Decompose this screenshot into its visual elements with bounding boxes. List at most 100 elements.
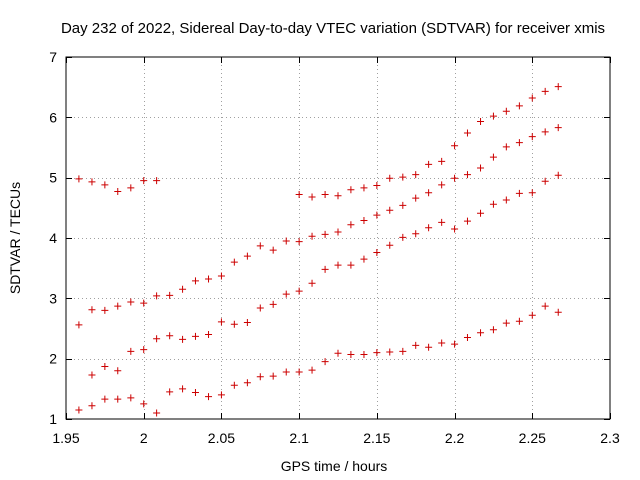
data-point: [140, 177, 148, 185]
data-point: [269, 372, 277, 380]
data-point: [217, 391, 225, 399]
y-tick-label: 2: [49, 351, 57, 367]
data-point: [334, 228, 342, 236]
data-point: [515, 139, 523, 147]
data-point: [477, 209, 485, 217]
data-point: [477, 118, 485, 126]
series-2: [75, 124, 562, 329]
data-point: [127, 298, 135, 306]
data-point: [451, 142, 459, 150]
data-point: [541, 302, 549, 310]
data-point: [217, 318, 225, 326]
data-point: [373, 248, 381, 256]
data-point: [347, 221, 355, 229]
data-point: [321, 230, 329, 238]
data-point: [373, 349, 381, 357]
data-point: [166, 388, 174, 396]
data-point: [334, 349, 342, 357]
data-point: [153, 409, 161, 417]
x-tick-label: 1.95: [52, 430, 79, 446]
data-point: [489, 153, 497, 161]
data-point: [425, 224, 433, 232]
tick-layer: 1.95 2 2.05 2.1 2.15 2.2 2.25 2.3 1 2 3 4 5 6 7: [49, 49, 620, 446]
x-tick-label: 2.1: [289, 430, 309, 446]
data-point: [179, 385, 187, 393]
data-point: [541, 87, 549, 95]
data-point: [438, 339, 446, 347]
data-point: [140, 400, 148, 408]
data-point: [373, 211, 381, 219]
data-point: [347, 350, 355, 358]
data-point: [127, 347, 135, 355]
data-point: [489, 200, 497, 208]
data-point: [191, 332, 199, 340]
data-point: [425, 160, 433, 168]
data-point: [269, 300, 277, 308]
data-point: [282, 290, 290, 298]
data-point: [282, 368, 290, 376]
data-point: [75, 406, 83, 414]
x-tick-label: 2.15: [363, 430, 390, 446]
data-point: [256, 242, 264, 250]
data-point: [114, 395, 122, 403]
data-point: [528, 189, 536, 197]
data-point: [463, 334, 471, 342]
data-point: [153, 177, 161, 185]
data-point: [463, 171, 471, 179]
data-point: [127, 184, 135, 192]
data-point: [515, 317, 523, 325]
data-point: [463, 129, 471, 137]
data-point: [127, 394, 135, 402]
data-point: [528, 311, 536, 319]
data-point: [412, 341, 420, 349]
data-point: [360, 350, 368, 358]
x-tick-label: 2.2: [445, 430, 465, 446]
data-point: [101, 181, 109, 189]
x-axis-label: GPS time / hours: [281, 458, 388, 474]
data-point: [114, 367, 122, 375]
data-point: [399, 173, 407, 181]
data-point: [114, 188, 122, 196]
data-point: [205, 393, 213, 401]
data-point: [386, 174, 394, 182]
series-4: [75, 302, 562, 417]
data-point: [425, 343, 433, 351]
data-point: [308, 279, 316, 287]
data-point: [321, 265, 329, 273]
data-point: [269, 246, 277, 254]
x-tick-label: 2: [140, 430, 148, 446]
data-point: [386, 241, 394, 249]
data-point: [217, 272, 225, 280]
data-point: [412, 194, 420, 202]
data-point: [412, 171, 420, 179]
data-point: [166, 332, 174, 340]
data-point: [386, 348, 394, 356]
data-point: [489, 326, 497, 334]
data-point: [166, 291, 174, 299]
data-point: [386, 206, 394, 214]
data-point: [334, 192, 342, 200]
data-point: [347, 261, 355, 269]
data-point: [360, 255, 368, 263]
data-point: [243, 318, 251, 326]
data-point: [308, 232, 316, 240]
data-point: [502, 319, 510, 327]
data-point: [515, 102, 523, 110]
series-1: [75, 83, 562, 201]
data-point: [554, 308, 562, 316]
data-point: [191, 388, 199, 396]
data-point: [399, 233, 407, 241]
data-point: [308, 366, 316, 374]
series-3: [88, 171, 562, 379]
y-tick-label: 3: [49, 290, 57, 306]
data-point: [295, 191, 303, 199]
data-point: [75, 321, 83, 329]
grid-layer: [66, 57, 610, 419]
data-point: [541, 128, 549, 136]
data-point: [243, 252, 251, 260]
data-point: [399, 201, 407, 209]
data-point: [528, 133, 536, 141]
data-point: [477, 329, 485, 337]
data-point: [88, 306, 96, 314]
data-point: [451, 340, 459, 348]
